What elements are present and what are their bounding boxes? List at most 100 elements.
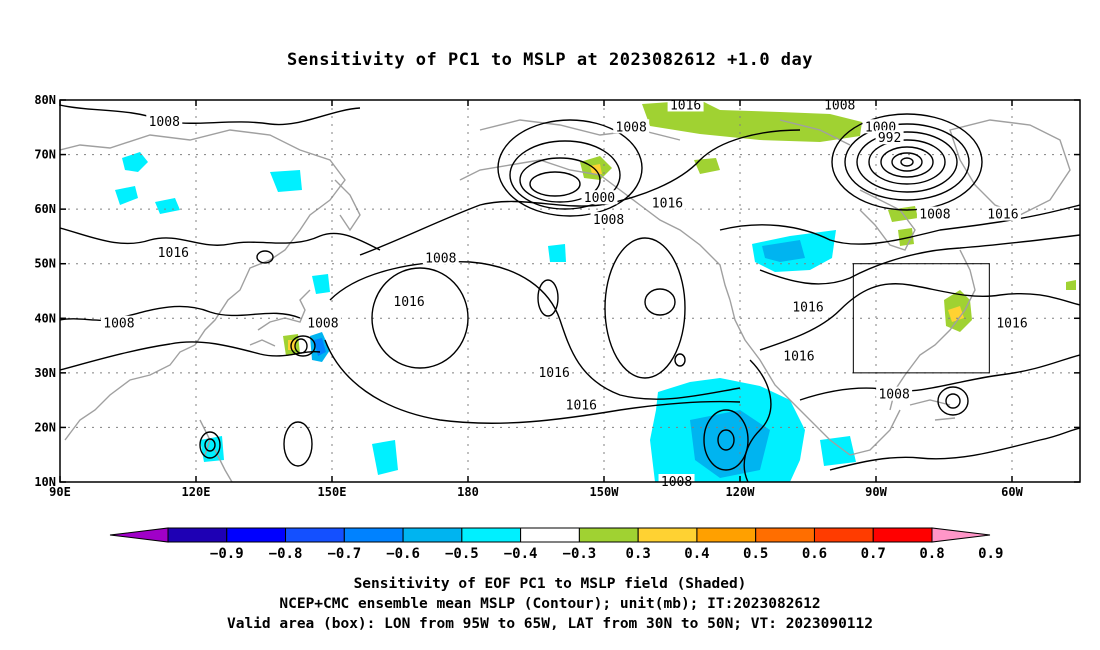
shade-patch — [762, 240, 805, 262]
caption-line: Valid area (box): LON from 95W to 65W, L… — [226, 616, 873, 632]
contour-line — [703, 409, 749, 471]
contour-label: 1008 — [307, 317, 338, 332]
colorbar-label: −0.6 — [386, 546, 420, 562]
colorbar-cell — [285, 527, 345, 543]
coast-japan — [249, 289, 311, 347]
contour-label-bg — [875, 130, 904, 145]
contour-label-bg — [876, 386, 913, 401]
contour-line — [497, 119, 643, 217]
mslp-contours — [60, 104, 1080, 482]
contour-label-bg — [658, 474, 695, 488]
colorbar-label: −0.7 — [327, 546, 361, 562]
contour-line — [900, 157, 914, 167]
colorbar-cell — [872, 527, 933, 543]
coast-hudson — [859, 189, 916, 251]
colorbar-cell — [578, 527, 639, 543]
colorbar-max-triangle — [931, 527, 991, 543]
colorbar-label: 0.3 — [626, 546, 651, 562]
colorbar: −0.9 −0.8 −0.7 −0.6 −0.5 −0.4 −0.3 0.3 0.4 0.5 0.6… — [109, 527, 1003, 562]
contour-line — [759, 283, 1080, 351]
contour-line — [294, 338, 308, 354]
shade-patch — [122, 152, 148, 172]
caption-line: NCEP+CMC ensemble mean MSLP (Contour); u… — [279, 596, 821, 612]
contour-label-bg — [100, 315, 137, 330]
contour-line — [60, 104, 361, 126]
contour-label: 1016 — [792, 300, 823, 315]
colorbar-label: 0.7 — [861, 546, 886, 562]
colorbar-label: −0.8 — [269, 546, 303, 562]
coast-asia — [60, 129, 346, 441]
contour-label-bg — [563, 397, 600, 412]
contour-line — [829, 427, 1080, 471]
contour-line — [199, 431, 221, 459]
lat-label: 40N — [34, 311, 56, 325]
lat-label: 20N — [34, 420, 56, 434]
contour-label: 1016 — [987, 208, 1018, 223]
contour-line — [868, 139, 946, 185]
coast-caribbean — [909, 399, 956, 421]
contour-line — [604, 237, 686, 379]
contour-label: 992 — [878, 131, 901, 146]
contour-line — [283, 421, 313, 467]
coast-na-east — [889, 249, 976, 411]
lon-label: 60W — [1001, 485, 1023, 499]
contour-label: 1008 — [878, 388, 909, 403]
contour-line — [324, 339, 741, 424]
contour-line — [371, 267, 469, 369]
valid-area-box — [852, 263, 990, 374]
contour-label-bg — [391, 293, 428, 308]
contour-label: 1008 — [103, 317, 134, 332]
contour-line — [831, 113, 983, 211]
contour-line — [759, 234, 1080, 285]
colorbar-label: −0.9 — [210, 546, 244, 562]
contour-line — [529, 171, 581, 197]
contour-label: 1008 — [149, 115, 180, 130]
lat-label: 50N — [34, 257, 56, 271]
lat-label: 80N — [34, 93, 56, 107]
contour-label-bg — [536, 364, 573, 379]
contour-line — [537, 279, 559, 317]
colorbar-label: 0.5 — [743, 546, 768, 562]
contour-label: 1016 — [393, 295, 424, 310]
contour-label: 1008 — [824, 98, 855, 113]
contour-label-bg — [916, 206, 953, 221]
caption-line: Sensitivity of EOF PC1 to MSLP field (Sh… — [353, 576, 747, 592]
lon-label: 150W — [590, 485, 620, 499]
contour-line — [937, 386, 969, 416]
contour-line — [509, 140, 621, 210]
contour-line — [519, 157, 601, 203]
coast-philippines — [214, 449, 233, 482]
contour-label: 1016 — [566, 399, 597, 414]
contour-line — [60, 305, 301, 321]
lat-label: 70N — [34, 148, 56, 162]
lat-label: 60N — [34, 202, 56, 216]
contour-label: 1016 — [670, 98, 701, 113]
contour-label: 1016 — [652, 197, 683, 212]
contour-label: 1016 — [538, 366, 569, 381]
coast-kamchatka — [334, 179, 361, 232]
lon-label: 180 — [457, 485, 479, 499]
coast-gulf — [849, 409, 901, 456]
contour-line — [799, 354, 1080, 401]
coast-na-west — [729, 299, 851, 456]
colorbar-label: −0.4 — [504, 546, 538, 562]
shade-patch — [115, 186, 138, 205]
plot-area — [60, 100, 1080, 482]
colorbar-cell — [755, 527, 815, 543]
contour-label-bg — [304, 315, 341, 330]
contour-line — [60, 227, 381, 251]
contour-label: 1016 — [158, 246, 189, 261]
shade-patch — [312, 274, 330, 294]
contour-label: 1016 — [996, 317, 1027, 332]
shade-patch — [948, 306, 964, 322]
contour-line — [717, 429, 735, 451]
colorbar-cell — [461, 527, 522, 543]
contour-line — [945, 393, 961, 409]
colorbar-cell — [637, 527, 698, 543]
lon-label: 90W — [865, 485, 887, 499]
contour-line — [290, 335, 316, 357]
colorbar-label: 0.6 — [802, 546, 827, 562]
lon-label: 150E — [318, 485, 347, 499]
